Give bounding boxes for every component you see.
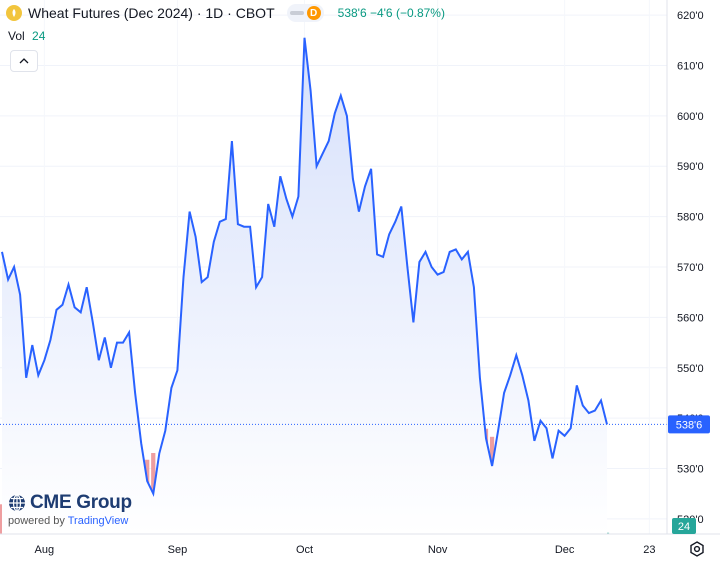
powered-by-prefix: powered by (8, 515, 68, 527)
market-status-pill[interactable]: D (286, 4, 324, 22)
volume-label: Vol (8, 29, 25, 43)
price-tick-label: 550'0 (677, 363, 704, 375)
time-tick-label: Dec (555, 544, 575, 556)
volume-legend[interactable]: Vol 24 (8, 29, 45, 43)
settings-icon[interactable] (688, 540, 706, 558)
time-tick-label: Oct (296, 544, 313, 556)
chevron-up-icon (19, 58, 29, 64)
tradingview-link[interactable]: TradingView (67, 515, 129, 527)
powered-by: powered by TradingView (8, 515, 132, 527)
price-tick-label: 530'0 (677, 464, 704, 476)
time-tick-label: 23 (643, 544, 655, 556)
price-tick-label: 620'0 (677, 10, 704, 22)
price-tick-label: 560'0 (677, 312, 704, 324)
wheat-symbol-icon[interactable] (6, 5, 22, 21)
status-dot-icon (289, 11, 304, 15)
price-tick-label: 610'0 (677, 60, 704, 72)
svg-text:538'6: 538'6 (676, 419, 703, 431)
delayed-badge: D (306, 6, 321, 20)
price-area (2, 37, 607, 535)
collapse-legend-button[interactable] (10, 50, 38, 72)
chart-header: Wheat Futures (Dec 2024) · 1D · CBOT D 5… (6, 4, 445, 22)
time-axis[interactable]: Aug Sep Oct Nov Dec 23 (35, 544, 656, 556)
time-tick-label: Sep (168, 544, 188, 556)
cme-logo-text: CME Group (30, 492, 132, 513)
cme-branding[interactable]: CME Group powered by TradingView (8, 492, 132, 527)
volume-value: 24 (32, 29, 46, 43)
symbol-title[interactable]: Wheat Futures (Dec 2024) · 1D · CBOT (28, 5, 275, 21)
last-volume-tag: 24 (672, 518, 696, 534)
last-price-tag: 538'6 (668, 415, 710, 434)
price-tick-label: 590'0 (677, 161, 704, 173)
price-change: 538'6 −4'6 (−0.87%) (337, 6, 445, 20)
price-tick-label: 580'0 (677, 212, 704, 224)
time-tick-label: Aug (35, 544, 55, 556)
svg-text:24: 24 (678, 521, 690, 533)
price-tick-label: 570'0 (677, 262, 704, 274)
price-tick-label: 600'0 (677, 111, 704, 123)
price-axis[interactable]: 620'0 610'0 600'0 590'0 580'0 570'0 560'0 550'0… (677, 10, 704, 526)
globe-icon (9, 494, 25, 512)
time-tick-label: Nov (428, 544, 448, 556)
price-line (1, 37, 608, 498)
